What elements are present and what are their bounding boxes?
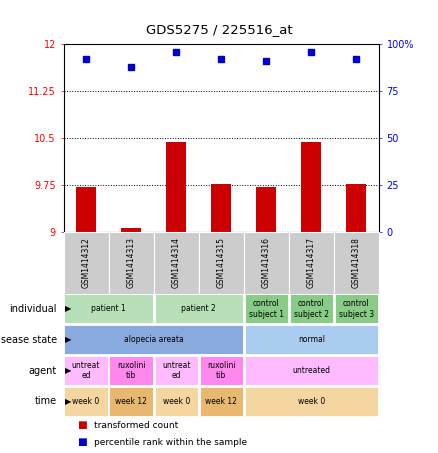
Text: ruxolini
tib: ruxolini tib (117, 361, 145, 380)
Bar (335, 294, 378, 323)
Bar (244, 294, 288, 323)
Bar (64, 387, 108, 416)
Text: GSM1414314: GSM1414314 (172, 237, 180, 289)
Text: GSM1414312: GSM1414312 (81, 237, 91, 289)
Text: ■: ■ (77, 437, 86, 447)
Text: GSM1414317: GSM1414317 (307, 237, 316, 289)
Text: GSM1414315: GSM1414315 (217, 237, 226, 289)
Bar (244, 325, 378, 354)
Bar (301, 141, 321, 232)
Text: time: time (35, 396, 57, 406)
Bar (64, 325, 243, 354)
Text: patient 2: patient 2 (181, 304, 216, 313)
Bar (244, 387, 378, 416)
Bar (244, 356, 378, 385)
Text: ▶: ▶ (65, 304, 71, 313)
Text: ruxolini
tib: ruxolini tib (207, 361, 236, 380)
Bar (64, 294, 153, 323)
Text: individual: individual (10, 304, 57, 314)
Bar (290, 294, 333, 323)
Text: untreated: untreated (292, 366, 330, 375)
Text: untreat
ed: untreat ed (72, 361, 100, 380)
Bar (244, 232, 289, 294)
Bar (199, 232, 244, 294)
Text: ▶: ▶ (65, 335, 71, 344)
Bar (289, 232, 334, 294)
Bar (200, 387, 243, 416)
Text: disease state: disease state (0, 335, 57, 345)
Bar (110, 356, 153, 385)
Text: GDS5275 / 225516_at: GDS5275 / 225516_at (146, 23, 292, 36)
Bar (334, 232, 379, 294)
Bar (211, 183, 231, 232)
Bar (154, 232, 199, 294)
Text: percentile rank within the sample: percentile rank within the sample (94, 438, 247, 447)
Bar (166, 141, 186, 232)
Bar (346, 183, 367, 232)
Bar (121, 228, 141, 232)
Text: GSM1414318: GSM1414318 (352, 237, 361, 289)
Text: untreat
ed: untreat ed (162, 361, 191, 380)
Bar (110, 387, 153, 416)
Text: ▶: ▶ (65, 397, 71, 406)
Text: control
subject 2: control subject 2 (294, 299, 329, 318)
Text: transformed count: transformed count (94, 421, 178, 430)
Bar (109, 232, 154, 294)
Bar (64, 232, 109, 294)
Bar (200, 356, 243, 385)
Bar (64, 356, 108, 385)
Text: control
subject 3: control subject 3 (339, 299, 374, 318)
Text: ■: ■ (77, 420, 86, 430)
Text: patient 1: patient 1 (91, 304, 126, 313)
Text: week 0: week 0 (162, 397, 190, 406)
Text: alopecia areata: alopecia areata (124, 335, 184, 344)
Text: control
subject 1: control subject 1 (249, 299, 284, 318)
Text: week 0: week 0 (298, 397, 325, 406)
Text: GSM1414316: GSM1414316 (262, 237, 271, 289)
Bar (155, 294, 243, 323)
Bar (76, 187, 96, 232)
Text: week 12: week 12 (115, 397, 147, 406)
Text: normal: normal (298, 335, 325, 344)
Text: week 0: week 0 (72, 397, 100, 406)
Bar (155, 387, 198, 416)
Text: week 12: week 12 (205, 397, 237, 406)
Text: GSM1414313: GSM1414313 (127, 237, 136, 289)
Text: agent: agent (29, 366, 57, 376)
Bar (256, 187, 276, 232)
Bar (155, 356, 198, 385)
Text: ▶: ▶ (65, 366, 71, 375)
